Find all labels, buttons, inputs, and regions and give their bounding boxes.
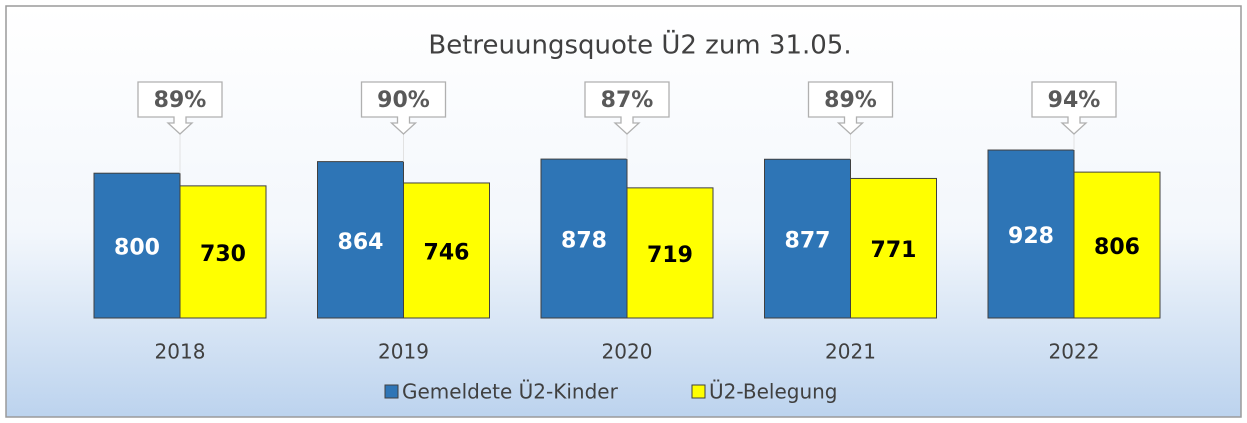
callout-box [584,81,670,135]
bar [540,158,628,319]
bar [1073,171,1161,319]
x-tick-label: 2022 [1049,340,1100,364]
legend-swatch [691,384,706,399]
callout-box [807,81,894,135]
bar [764,158,851,319]
data-label: 730 [200,242,246,267]
callout-box [360,81,447,135]
data-label: 877 [785,229,831,254]
callout-label: 89% [154,88,207,113]
callout-label: 89% [824,88,877,113]
bar [317,161,404,319]
data-label: 719 [647,243,693,268]
bar [179,185,267,319]
callout-box [137,81,223,135]
data-label: 878 [561,229,607,254]
legend-swatch [384,384,399,399]
chart-title: Betreuungsquote Ü2 zum 31.05. [428,29,851,61]
legend-label: Gemeldete Ü2-Kinder [402,380,619,404]
x-tick-label: 2018 [155,340,206,364]
x-tick-label: 2021 [825,340,876,364]
bar [93,172,181,319]
data-label: 864 [338,230,384,255]
bar [850,177,937,319]
callout-label: 87% [601,88,654,113]
data-label: 800 [114,236,160,261]
data-label: 746 [424,240,470,265]
x-tick-label: 2020 [602,340,653,364]
bar [626,187,714,319]
callout-label: 90% [377,88,430,113]
callout-label: 94% [1048,88,1101,113]
bar [987,149,1075,319]
legend-label: Ü2-Belegung [709,380,838,404]
bar [403,182,490,319]
x-tick-label: 2019 [378,340,429,364]
callout-box [1031,81,1117,135]
data-label: 771 [871,238,917,263]
data-label: 928 [1008,224,1054,249]
data-label: 806 [1094,235,1140,260]
